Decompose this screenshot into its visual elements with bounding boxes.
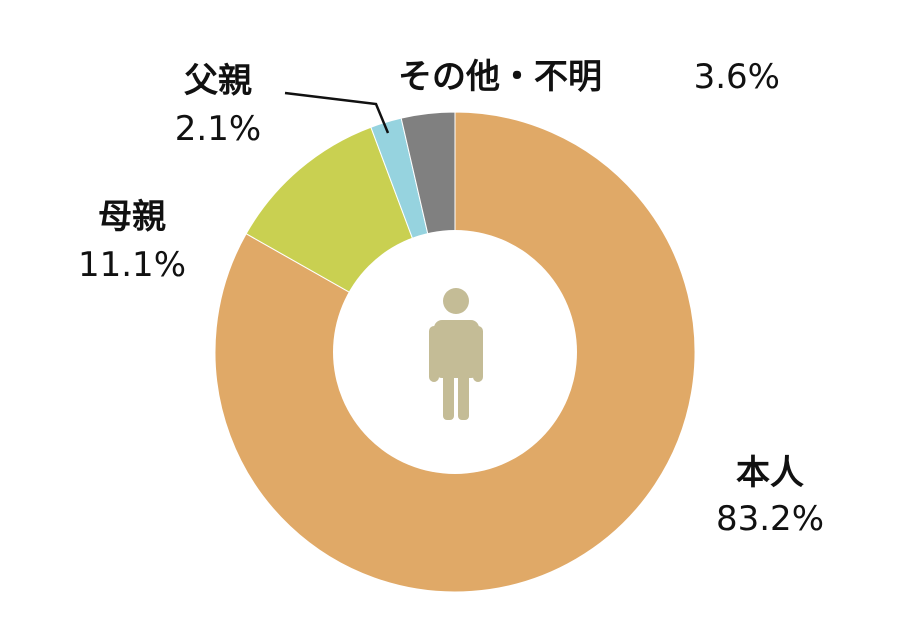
label-self-name: 本人 bbox=[736, 453, 804, 493]
label-father-value: 2.1% bbox=[175, 109, 261, 149]
label-self-value: 83.2% bbox=[716, 499, 824, 539]
label-father-name: 父親 bbox=[184, 61, 252, 101]
label-other-value: 3.6% bbox=[694, 57, 780, 97]
person-icon bbox=[429, 288, 483, 420]
label-mother-name: 母親 bbox=[98, 197, 166, 237]
leader-line-father bbox=[284, 91, 390, 134]
label-mother-value: 11.1% bbox=[78, 245, 186, 285]
label-other-name: その他・不明 bbox=[398, 57, 602, 97]
